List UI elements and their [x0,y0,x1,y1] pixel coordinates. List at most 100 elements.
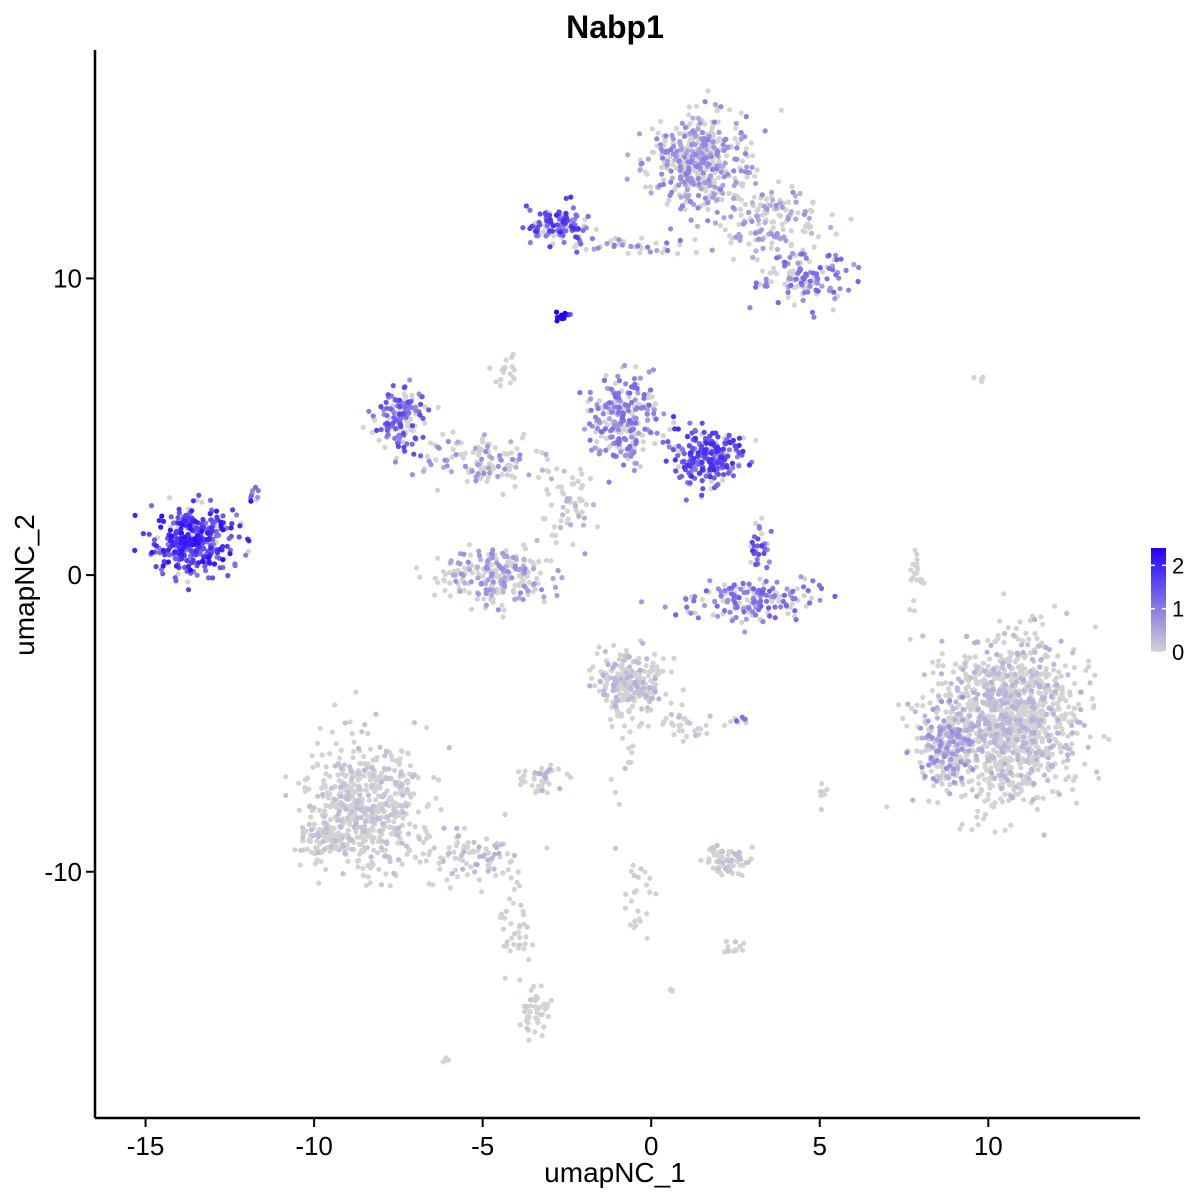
cell-point [483,590,489,597]
cell-point [1006,765,1013,771]
cell-point [698,447,704,453]
cell-point [527,207,533,213]
cell-point [376,437,382,443]
cell-point [471,839,477,845]
cell-point [1023,630,1029,636]
cell-point [798,574,804,580]
cell-point [1052,603,1058,609]
cell-point [718,593,724,599]
cell-point [1061,744,1067,750]
cell-point [387,858,393,865]
cell-point [331,796,337,802]
cell-point [615,427,622,433]
cell-point [620,735,626,741]
cell-point [723,866,729,872]
cell-point [635,243,641,249]
cell-point [644,407,651,413]
cell-point [801,211,808,218]
cell-point [957,754,963,760]
cell-point [484,836,490,842]
cell-point [510,554,516,561]
cell-point [213,528,219,535]
cell-point [543,233,549,239]
cell-point [608,776,614,783]
cell-point [683,171,689,177]
cell-point [702,121,708,127]
cell-point [721,472,727,478]
cell-point [679,728,685,734]
cell-point [680,687,686,693]
cell-point [475,564,481,570]
cell-point [720,477,726,483]
cell-point [763,276,769,282]
cell-point [976,781,982,787]
cell-point [911,608,917,614]
cell-point [716,175,722,181]
cell-point [703,722,709,728]
cell-point [518,902,524,908]
cell-point [374,777,380,784]
cell-point [930,659,936,666]
cell-point [533,448,540,454]
cell-point [475,462,481,468]
cell-point [590,502,597,508]
cell-point [1070,750,1076,756]
cell-point [1019,744,1025,750]
cell-point [640,640,646,646]
cell-point [778,213,784,219]
cell-point [228,533,234,539]
cell-point [929,688,935,694]
cell-point [700,486,706,492]
cell-point [700,170,706,176]
cell-point [939,681,945,687]
cell-point [615,697,621,703]
cell-point [588,407,594,413]
cell-point [338,824,344,830]
cell-point [1089,696,1095,702]
cell-point [531,581,537,587]
cell-point [470,449,476,455]
cell-point [711,119,718,125]
cell-point [296,807,302,813]
cell-point [362,722,368,728]
cell-point [393,397,399,403]
cell-point [910,561,916,568]
cell-point [378,845,384,851]
cell-point [704,731,710,737]
cell-point [697,120,703,126]
cell-point [453,452,459,458]
cell-point [545,491,551,497]
cell-point [627,729,633,735]
cell-point [1101,733,1107,740]
cell-point [950,706,957,712]
cell-point [621,657,627,664]
cell-point [938,671,945,677]
cell-point [348,846,355,852]
cell-point [720,142,726,148]
cell-point [613,394,619,400]
cell-point [969,827,975,833]
cell-point [635,874,641,880]
cell-point [701,602,708,609]
cell-point [483,581,489,587]
cell-point [742,629,748,635]
cell-point [734,145,740,151]
cell-point [595,245,601,251]
cell-point [622,653,628,659]
cell-point [739,714,745,720]
cell-point [734,604,740,611]
cell-point [1092,672,1098,678]
cell-point [736,595,742,601]
cell-point [810,578,816,584]
cell-point [496,563,502,569]
cell-point [427,440,433,446]
cell-point [533,788,539,794]
cell-point [627,390,633,396]
cell-point [594,650,600,657]
cell-point [587,437,593,443]
cell-point [1063,711,1069,717]
cell-point [1035,767,1041,773]
cell-point [519,777,525,783]
cell-point [466,567,472,573]
cell-point [393,758,399,764]
